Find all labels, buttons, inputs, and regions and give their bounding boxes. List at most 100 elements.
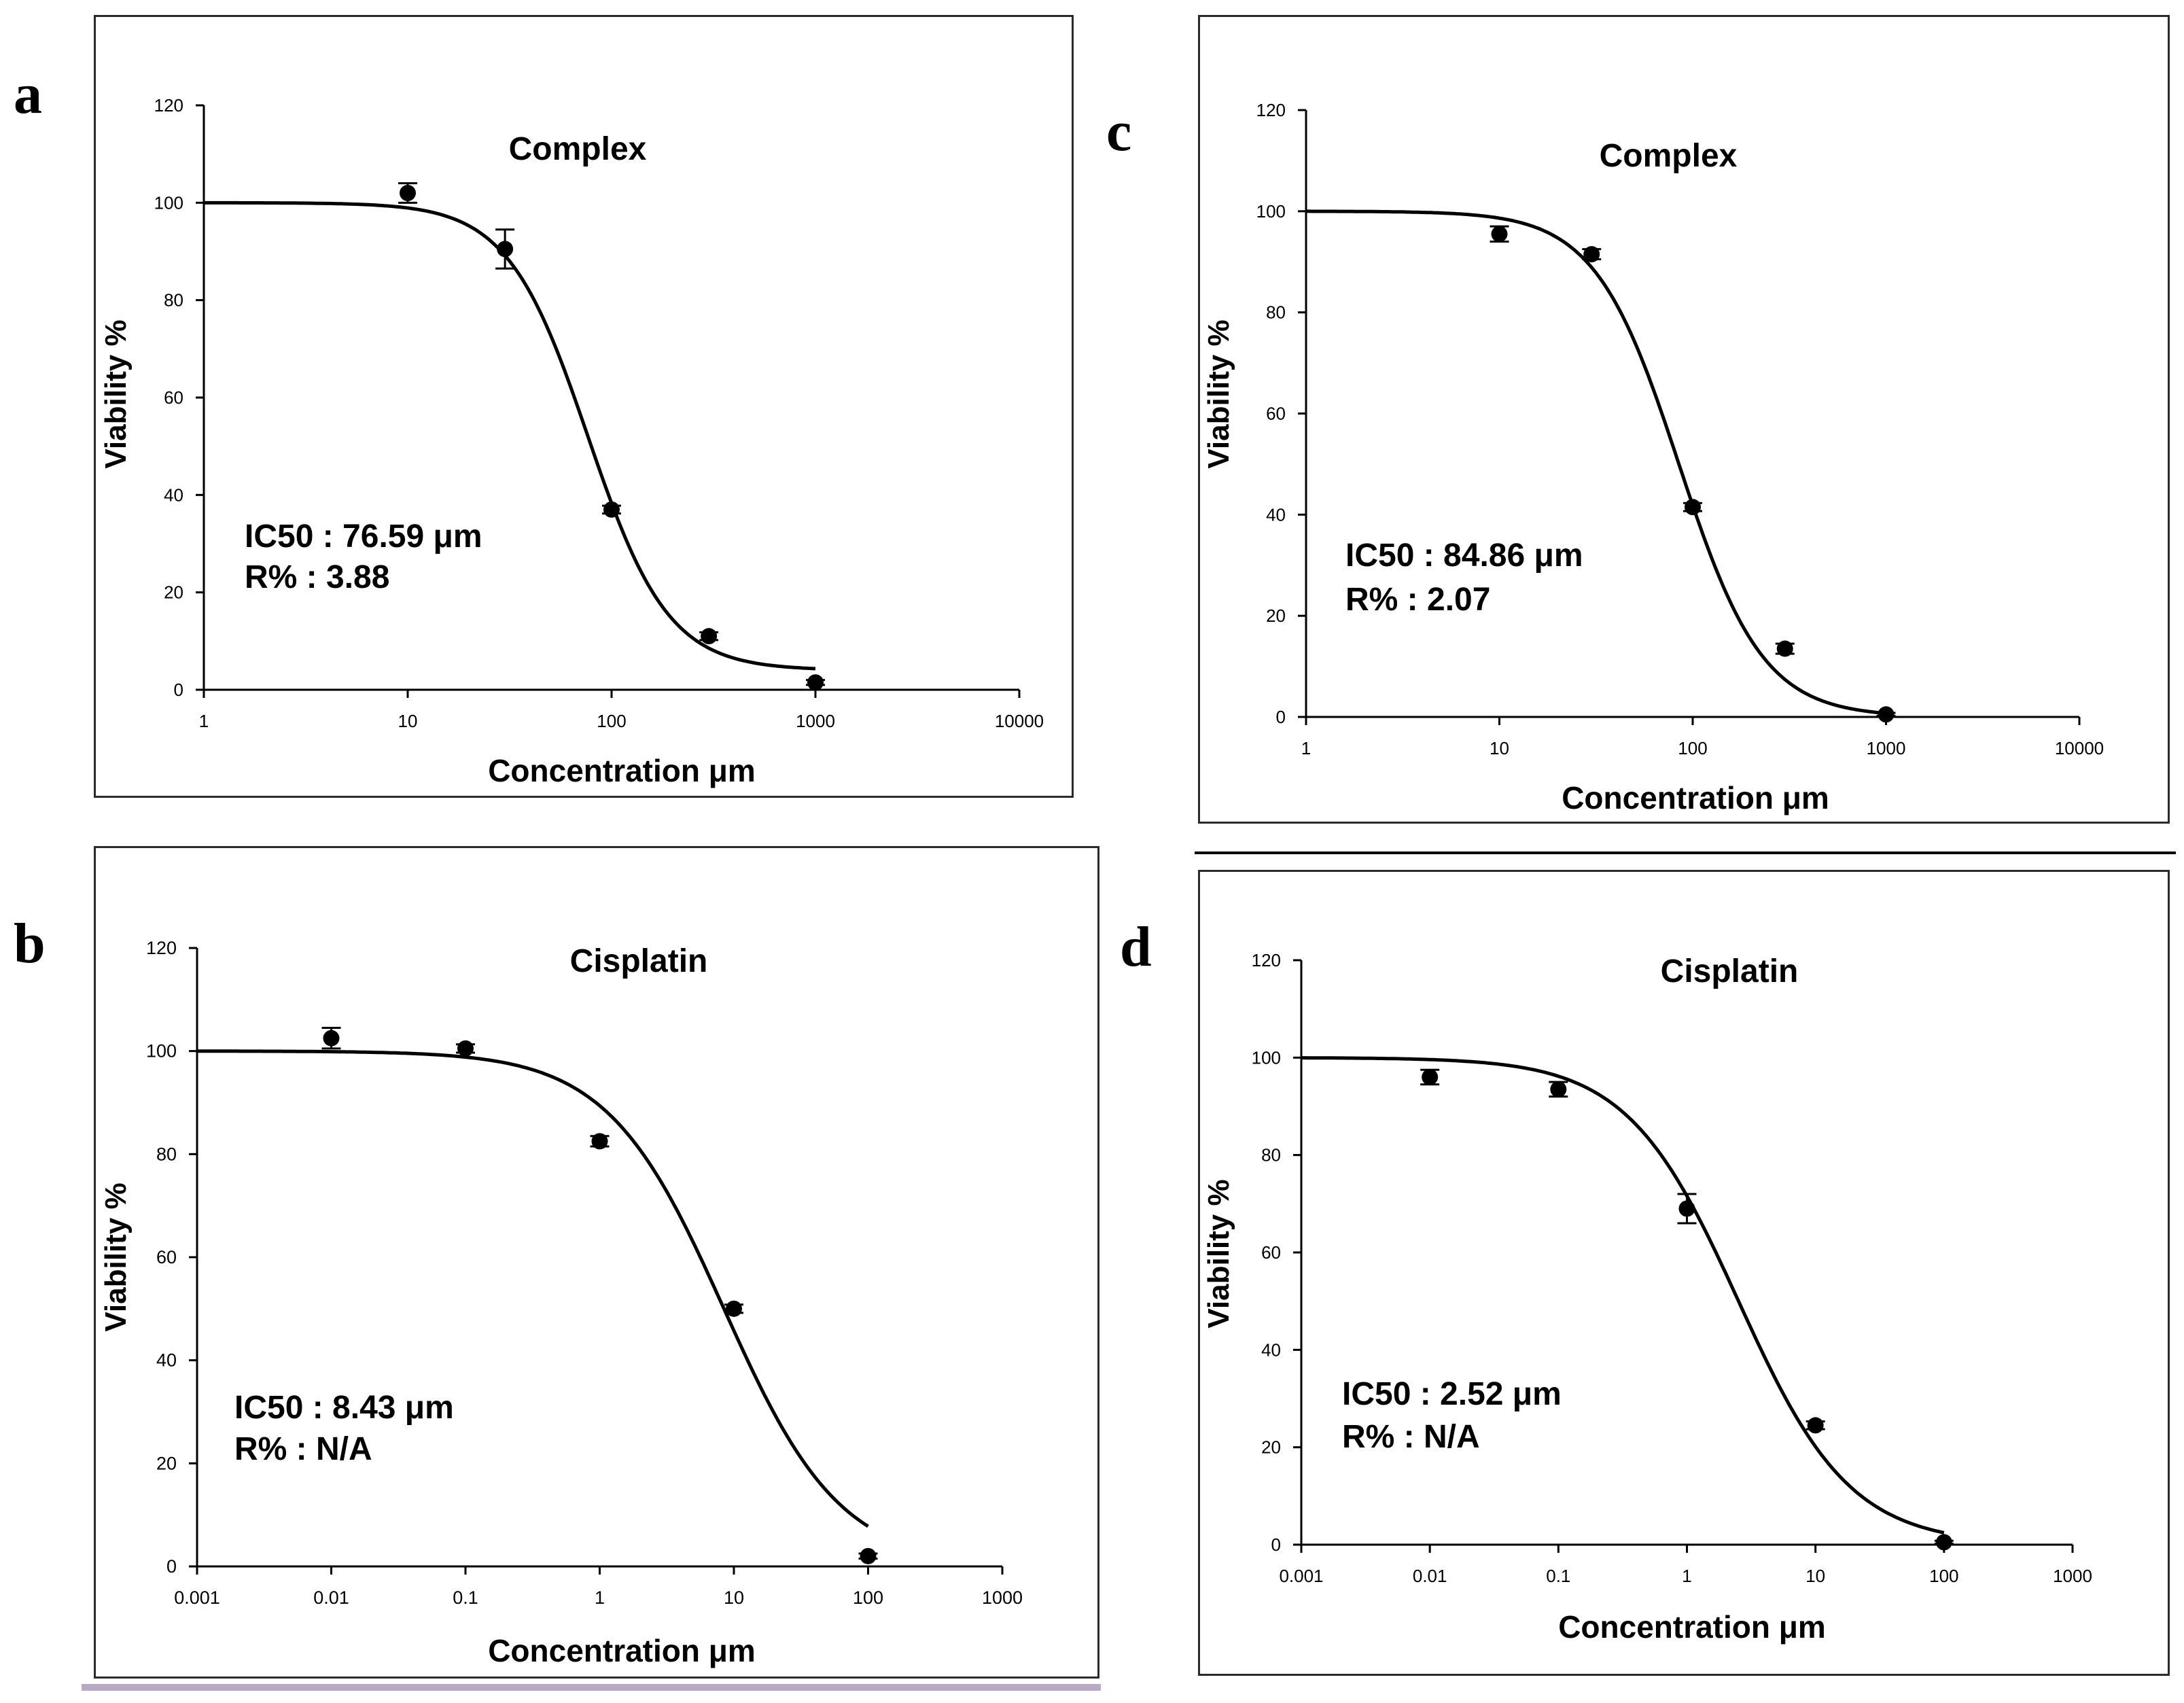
y-tick-label-a-6: 120 [154,95,183,116]
panel-letter-a: a [14,63,42,126]
x-tick-label-d-2: 0.1 [1546,1566,1570,1586]
x-tick-label-c-4: 10000 [2055,738,2104,758]
y-tick-label-d-4: 80 [1261,1145,1281,1165]
x-tick-label-b-6: 1000 [982,1587,1023,1608]
y-tick-label-a-3: 60 [164,387,183,408]
chart-frame-b [94,846,1099,1679]
y-axis-label-c: Viability % [1202,319,1235,468]
x-axis-label-b: Concentration μm [488,1633,756,1668]
separator-rule-bottom-left [82,1684,1101,1691]
data-point-d-3 [1807,1417,1824,1434]
y-tick-label-d-3: 60 [1261,1242,1281,1263]
chart-title-a: Complex [509,131,647,167]
data-point-b-0 [323,1030,340,1047]
y-tick-label-b-4: 80 [156,1144,177,1164]
data-point-b-2 [591,1133,608,1150]
y-tick-label-b-0: 0 [166,1556,177,1577]
x-tick-label-d-3: 1 [1682,1566,1691,1586]
data-point-b-1 [457,1040,474,1057]
chart-frame-c [1198,15,2170,824]
y-tick-label-a-4: 80 [164,290,183,311]
ic50-annotation-d: IC50 : 2.52 μm [1342,1376,1562,1412]
y-tick-label-d-1: 20 [1261,1437,1281,1458]
x-tick-label-b-1: 0.01 [313,1587,349,1608]
data-point-a-1 [497,241,514,258]
x-tick-label-d-0: 0.001 [1279,1566,1323,1586]
data-point-a-4 [807,674,824,691]
data-point-b-4 [860,1547,877,1564]
x-axis-label-c: Concentration μm [1562,780,1829,815]
chart-title-d: Cisplatin [1661,953,1799,989]
x-tick-label-c-0: 1 [1301,738,1311,758]
fit-curve-b [197,1049,869,1528]
data-point-c-4 [1878,706,1895,723]
panel-letter-d: d [1120,915,1152,979]
ic50-annotation-a: IC50 : 76.59 μm [245,519,482,555]
data-point-c-2 [1685,499,1701,516]
data-point-d-1 [1550,1081,1567,1098]
y-tick-label-d-5: 100 [1252,1047,1281,1068]
chart-title-c: Complex [1600,138,1738,174]
panel-letter-b: b [14,912,46,975]
chart-title-b: Cisplatin [570,943,708,979]
y-tick-label-c-4: 80 [1266,302,1286,323]
data-point-b-3 [726,1300,742,1317]
y-tick-label-b-3: 60 [156,1247,177,1267]
x-tick-label-b-5: 100 [853,1587,883,1608]
data-point-c-0 [1491,226,1508,243]
y-tick-label-d-6: 120 [1252,950,1281,970]
x-tick-label-a-1: 10 [398,711,418,731]
y-tick-label-b-2: 40 [156,1350,177,1371]
y-axis-label-d: Viability % [1202,1179,1235,1328]
y-tick-label-c-1: 20 [1266,605,1286,626]
y-tick-label-c-3: 60 [1266,404,1286,424]
data-point-d-0 [1422,1069,1439,1085]
data-point-a-2 [603,501,620,518]
x-tick-label-d-6: 1000 [2053,1566,2092,1586]
x-axis-label-d: Concentration μm [1558,1609,1826,1645]
x-tick-label-a-2: 100 [597,711,626,731]
chart-frame-d [1198,870,2170,1676]
data-point-d-2 [1678,1200,1695,1217]
ic50-annotation-c: IC50 : 84.86 μm [1345,538,1583,574]
y-axis-label-a: Viability % [99,319,133,468]
chart-frame-a [94,15,1074,798]
x-tick-label-c-2: 100 [1678,738,1707,758]
x-tick-label-c-1: 10 [1490,738,1509,758]
y-tick-label-c-5: 100 [1256,201,1286,222]
fit-curve-a [204,200,816,671]
y-tick-label-c-0: 0 [1276,707,1286,727]
x-tick-label-a-0: 1 [199,711,209,731]
data-point-a-0 [400,185,416,201]
separator-rule-top-right [1195,852,2176,854]
x-tick-label-b-4: 10 [724,1587,744,1608]
panel-letter-c: c [1106,100,1132,163]
x-tick-label-d-4: 10 [1806,1566,1825,1586]
data-point-d-4 [1935,1534,1952,1551]
y-tick-label-a-1: 20 [164,582,183,603]
y-axis-label-b: Viability % [99,1182,133,1331]
y-tick-label-b-5: 100 [146,1041,177,1061]
data-point-a-3 [701,628,718,645]
ic50-annotation-b: IC50 : 8.43 μm [234,1390,454,1426]
x-tick-label-c-3: 1000 [1867,738,1906,758]
r-annotation-a: R% : 3.88 [245,559,389,595]
x-axis-label-a: Concentration μm [488,753,756,788]
y-tick-label-a-2: 40 [164,485,183,505]
r-annotation-d: R% : N/A [1342,1419,1480,1455]
y-tick-label-a-0: 0 [174,680,183,700]
r-annotation-b: R% : N/A [234,1431,372,1467]
y-tick-label-b-6: 120 [146,938,177,958]
y-tick-label-a-5: 100 [154,192,183,213]
x-tick-label-d-5: 100 [1929,1566,1958,1586]
x-tick-label-b-3: 1 [595,1587,605,1608]
y-tick-label-d-0: 0 [1271,1534,1281,1555]
fit-curve-d [1301,1056,1945,1534]
r-annotation-c: R% : 2.07 [1345,582,1490,618]
data-point-c-3 [1776,640,1793,657]
x-tick-label-a-4: 10000 [995,711,1044,731]
y-tick-label-d-2: 40 [1261,1339,1281,1360]
y-tick-label-b-1: 20 [156,1453,177,1473]
x-tick-label-a-3: 1000 [796,711,835,731]
